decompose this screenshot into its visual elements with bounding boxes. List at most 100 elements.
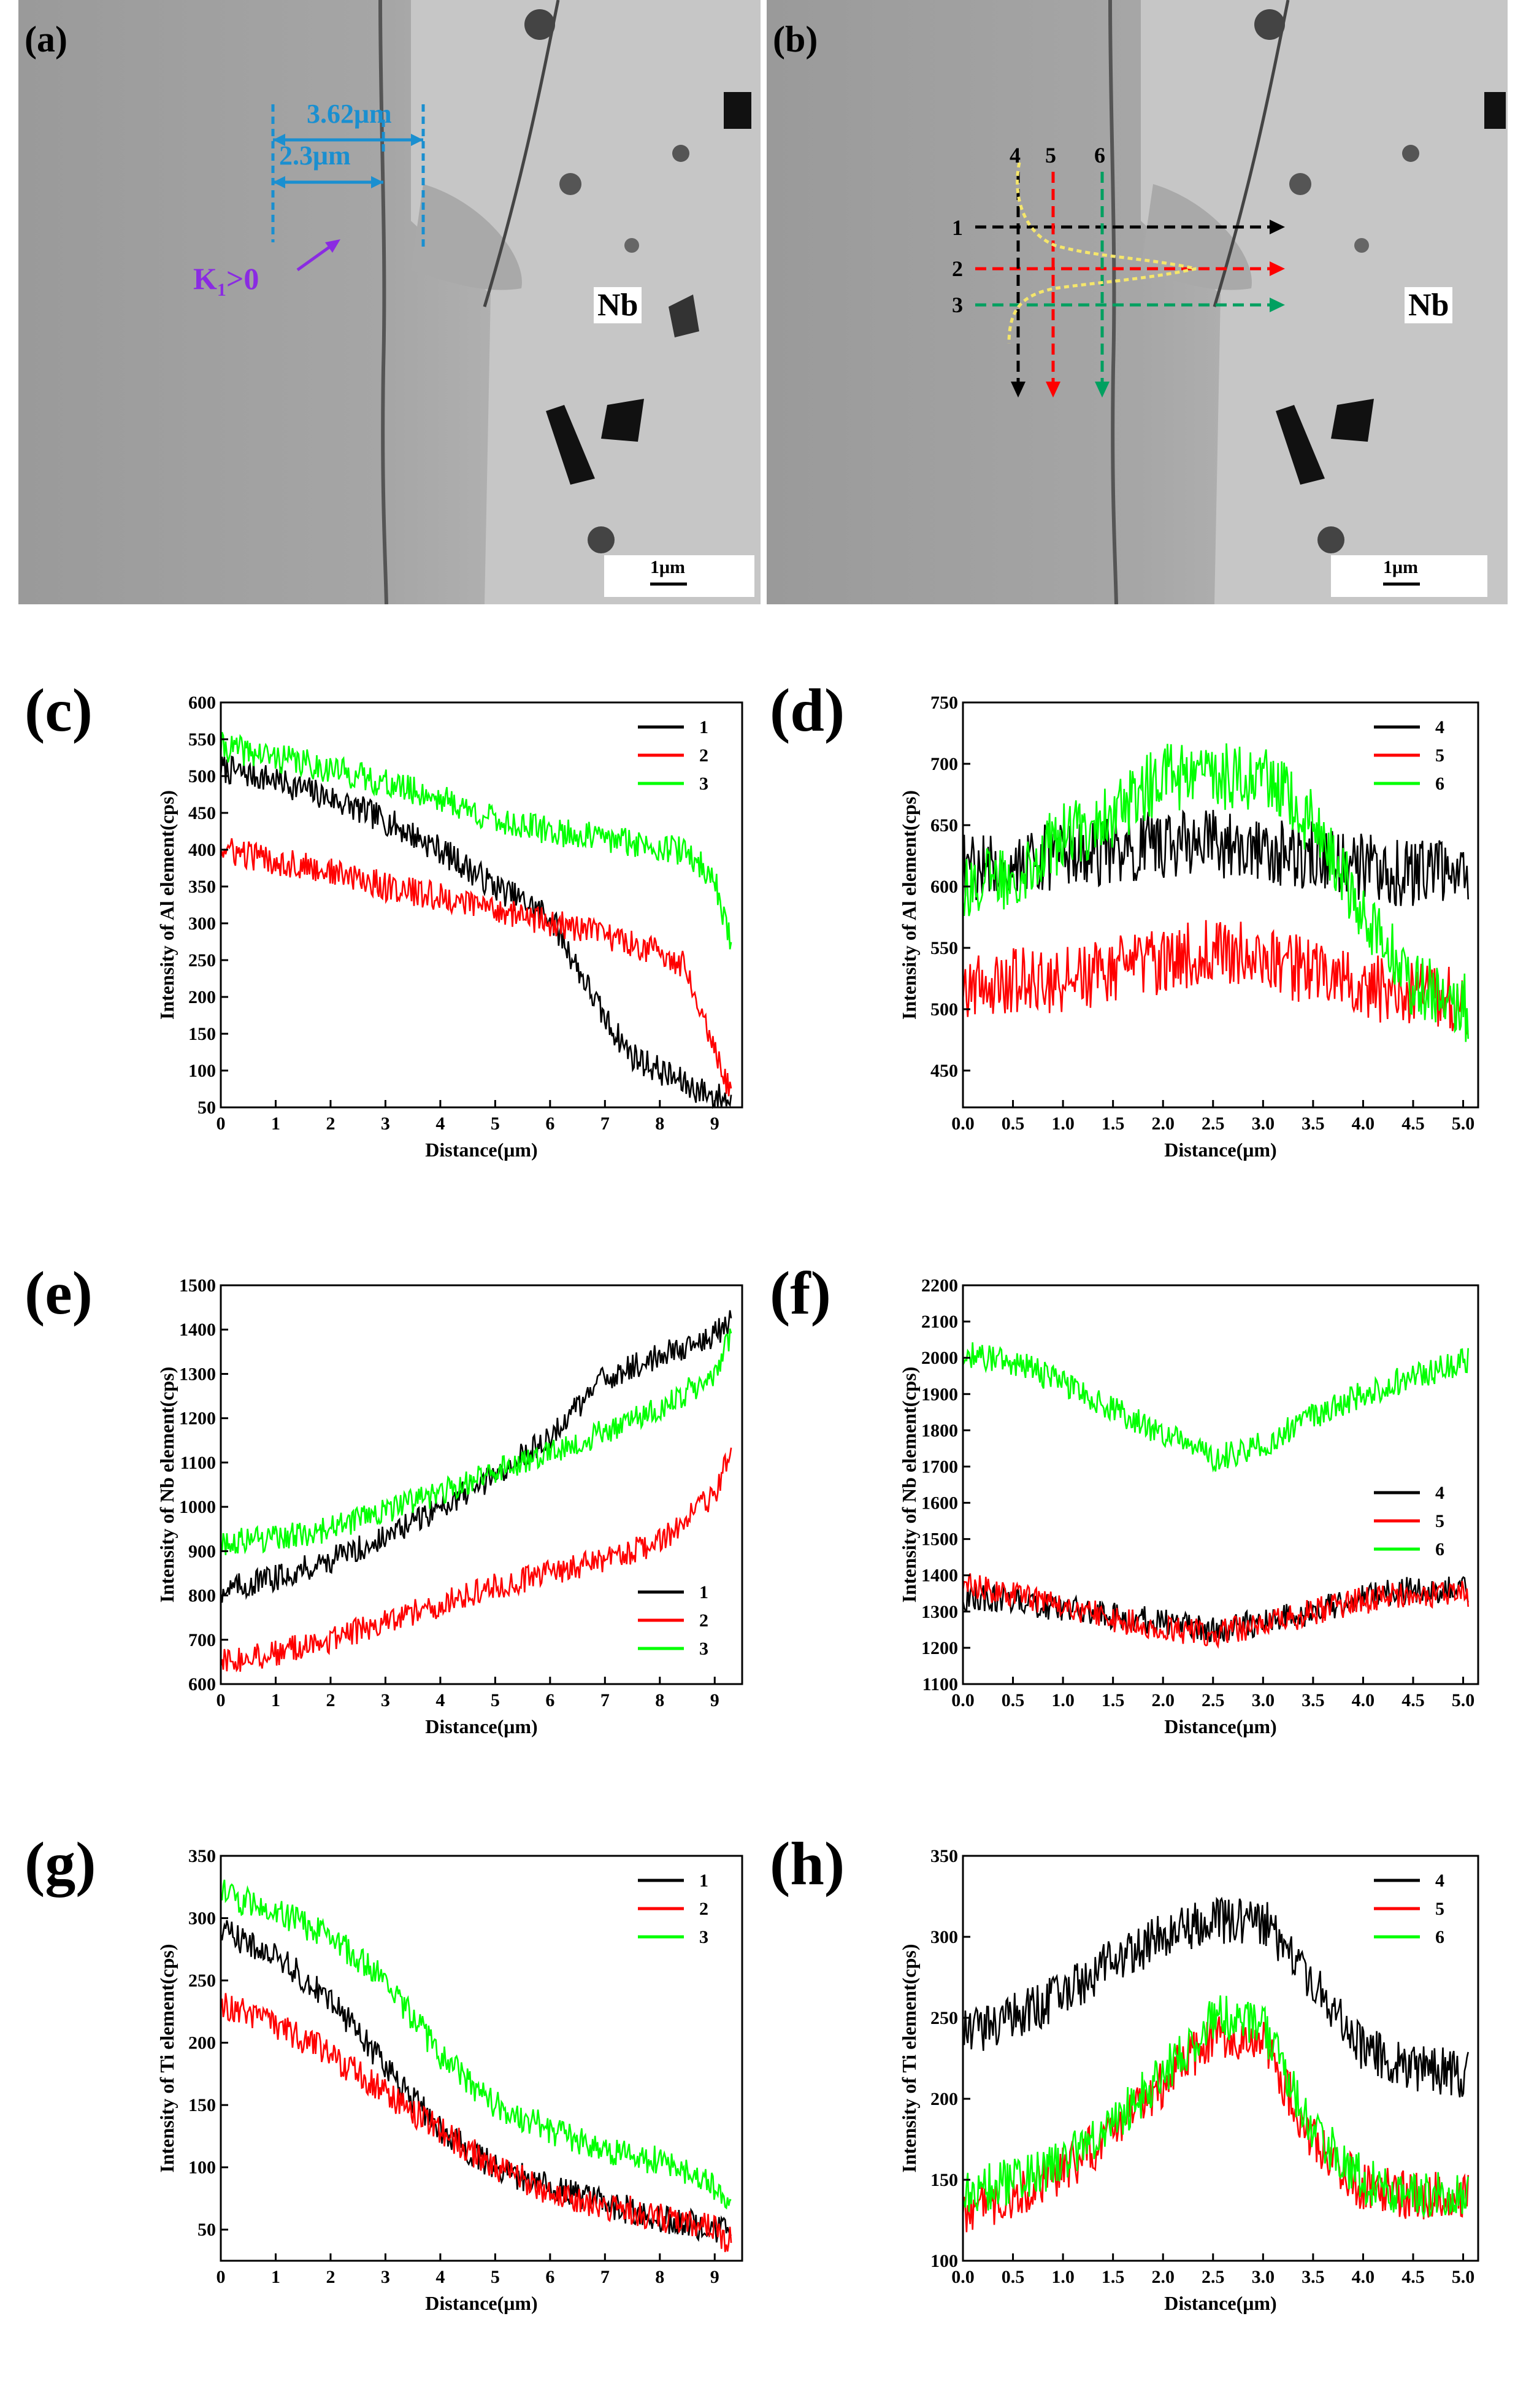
series-line-d-4 xyxy=(962,809,1469,907)
series-line-c-2 xyxy=(220,838,732,1097)
x-tick-label-c: 2 xyxy=(326,1114,335,1134)
x-tick-label-c: 6 xyxy=(545,1114,554,1134)
chart-e: 0 1 2 3 4 5 6 7 8 9 600 700 800 900 1000 1100 1200 1300 14… xyxy=(156,1275,751,1742)
y-tick-label-d: 600 xyxy=(930,877,958,897)
panel-label-f: (f) xyxy=(770,1259,831,1327)
scan-label-3: 3 xyxy=(952,293,963,317)
legend-label-e-1: 1 xyxy=(699,1582,708,1602)
y-tick-label-c: 350 xyxy=(188,877,216,897)
x-tick-label-g: 4 xyxy=(435,2267,445,2287)
x-tick-label-g: 0 xyxy=(217,2267,226,2287)
k1-rest: >0 xyxy=(226,261,259,296)
series-line-f-6 xyxy=(962,1342,1469,1473)
y-tick-label-f: 1500 xyxy=(921,1529,958,1550)
x-tick-label-d: 4.0 xyxy=(1352,1114,1375,1134)
x-tick-label-d: 1.0 xyxy=(1051,1114,1075,1134)
y-tick-label-g: 100 xyxy=(188,2158,216,2178)
x-axis-title-d: Distance(μm) xyxy=(1164,1139,1276,1161)
plot-frame-c xyxy=(220,701,743,1109)
panel-label-h: (h) xyxy=(770,1829,845,1898)
series-line-h-6 xyxy=(962,1995,1469,2219)
x-tick-label-g: 6 xyxy=(545,2267,554,2287)
x-tick-label-g: 2 xyxy=(326,2267,335,2287)
y-tick-label-d: 550 xyxy=(930,938,958,958)
nb-label-b: Nb xyxy=(1405,287,1453,323)
y-tick-label-h: 200 xyxy=(930,2089,958,2109)
series-line-f-5 xyxy=(962,1573,1469,1649)
y-tick-label-f: 1900 xyxy=(921,1384,958,1404)
y-tick-label-e: 1400 xyxy=(179,1320,216,1340)
x-tick-label-h: 1.5 xyxy=(1102,2267,1125,2287)
x-tick-label-f: 3.0 xyxy=(1252,1690,1275,1710)
k1-text: K xyxy=(193,261,217,296)
micrograph-a: (a) 3.62μm 2.3μm K1>0 Nb 1μm xyxy=(18,0,761,604)
legend-label-c-1: 1 xyxy=(699,717,708,737)
x-tick-label-d: 3.5 xyxy=(1302,1114,1325,1134)
x-tick-label-d: 0.5 xyxy=(1002,1114,1025,1134)
x-axis-title-e: Distance(μm) xyxy=(425,1715,537,1737)
y-tick-label-g: 300 xyxy=(188,1909,216,1929)
series-line-c-1 xyxy=(220,755,732,1109)
y-tick-label-g: 350 xyxy=(188,1846,216,1866)
y-tick-label-d: 700 xyxy=(930,754,958,774)
x-tick-label-c: 8 xyxy=(655,1114,664,1134)
y-tick-label-f: 1800 xyxy=(921,1420,958,1441)
y-tick-label-e: 1000 xyxy=(179,1497,216,1517)
y-tick-label-f: 1400 xyxy=(921,1566,958,1586)
legend-label-g-1: 1 xyxy=(699,1871,708,1891)
y-tick-label-c: 100 xyxy=(188,1061,216,1081)
x-tick-label-f: 2.0 xyxy=(1151,1690,1175,1710)
x-tick-label-c: 1 xyxy=(271,1114,280,1134)
chart-svg-g: 0 1 2 3 4 5 6 7 8 9 50 100 150 200 250 300 350 Distance(μ… xyxy=(156,1846,743,2314)
x-tick-label-c: 5 xyxy=(491,1114,500,1134)
y-tick-label-e: 800 xyxy=(188,1586,216,1606)
x-axis-title-h: Distance(μm) xyxy=(1164,2292,1276,2314)
chart-g: 0 1 2 3 4 5 6 7 8 9 50 100 150 200 250 300 350 Distance(μ… xyxy=(156,1846,751,2319)
x-tick-label-c: 4 xyxy=(435,1114,445,1134)
chart-svg-e: 0 1 2 3 4 5 6 7 8 9 600 700 800 900 1000 1100 1200 1300 14… xyxy=(156,1275,743,1737)
y-tick-label-c: 150 xyxy=(188,1024,216,1044)
x-tick-label-h: 0.5 xyxy=(1002,2267,1025,2287)
y-tick-label-h: 250 xyxy=(930,2008,958,2028)
legend-label-f-4: 4 xyxy=(1435,1483,1444,1503)
legend-label-f-6: 6 xyxy=(1435,1539,1444,1560)
y-tick-label-f: 2000 xyxy=(921,1348,958,1368)
legend-label-c-3: 3 xyxy=(699,774,708,794)
series-line-f-4 xyxy=(962,1576,1469,1643)
micrograph-b: (b) 4 5 6 1 2 3 Nb 1μm xyxy=(767,0,1508,604)
y-tick-label-e: 1100 xyxy=(180,1453,216,1473)
y-tick-label-g: 250 xyxy=(188,1971,216,1991)
series-line-d-6 xyxy=(962,743,1469,1042)
x-tick-label-e: 6 xyxy=(545,1690,554,1710)
x-tick-label-h: 5.0 xyxy=(1452,2267,1475,2287)
y-tick-label-f: 1300 xyxy=(921,1602,958,1622)
x-tick-label-d: 4.5 xyxy=(1401,1114,1425,1134)
x-tick-label-e: 1 xyxy=(271,1690,280,1710)
y-axis-title-e: Intensity of Nb element(cps) xyxy=(156,1367,178,1603)
legend-label-h-6: 6 xyxy=(1435,1927,1444,1947)
series-line-g-1 xyxy=(220,1920,732,2243)
y-tick-label-g: 150 xyxy=(188,2095,216,2115)
chart-c: 0 1 2 3 4 5 6 7 8 9 50 100 150 200 250 300 350 400 450 500 5… xyxy=(156,693,751,1166)
y-tick-label-e: 1300 xyxy=(179,1364,216,1384)
scan-label-6: 6 xyxy=(1094,143,1105,167)
series-line-c-3 xyxy=(220,732,732,950)
x-tick-label-e: 4 xyxy=(435,1690,445,1710)
legend-label-g-2: 2 xyxy=(699,1899,708,1919)
series-line-h-4 xyxy=(962,1896,1469,2098)
x-tick-label-g: 1 xyxy=(271,2267,280,2287)
series-line-e-3 xyxy=(220,1328,732,1555)
scan-label-1: 1 xyxy=(952,215,963,240)
x-tick-label-g: 3 xyxy=(381,2267,390,2287)
y-tick-label-c: 550 xyxy=(188,729,216,750)
nb-label-a: Nb xyxy=(594,287,642,323)
y-tick-label-c: 450 xyxy=(188,803,216,823)
series-line-g-3 xyxy=(220,1879,732,2210)
plot-frame-e xyxy=(220,1284,743,1685)
x-tick-label-h: 0.0 xyxy=(951,2267,975,2287)
x-tick-label-g: 9 xyxy=(710,2267,719,2287)
chart-svg-f: 0.0 0.5 1.0 1.5 2.0 2.5 3.0 3.5 4.0 4.5 5.0 1100 120… xyxy=(898,1275,1479,1737)
x-tick-label-g: 7 xyxy=(600,2267,610,2287)
y-tick-label-g: 200 xyxy=(188,2033,216,2053)
y-tick-label-h: 100 xyxy=(930,2251,958,2271)
